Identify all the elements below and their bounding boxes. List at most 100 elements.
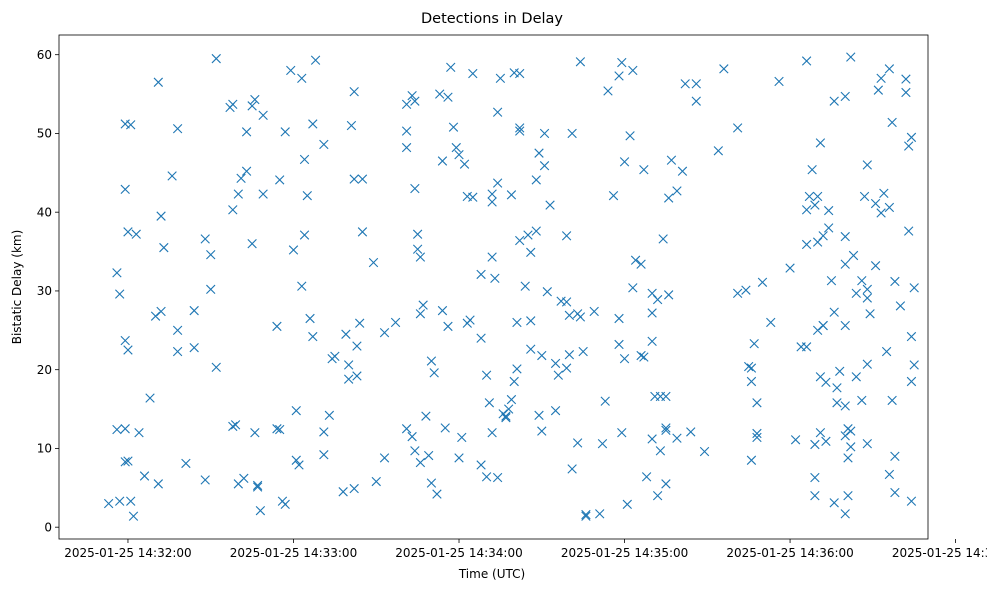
data-point — [564, 350, 575, 360]
data-point — [468, 68, 478, 79]
data-point — [870, 198, 881, 209]
data-point — [835, 366, 845, 376]
data-point — [906, 132, 917, 143]
data-point — [639, 164, 649, 175]
data-point — [810, 472, 820, 483]
x-axis: 2025-01-25 14:32:00 2025-01-25 14:33:00 20… — [64, 539, 987, 560]
data-point — [390, 317, 401, 328]
data-point — [515, 235, 525, 246]
data-point — [330, 351, 340, 361]
data-point — [172, 346, 183, 357]
data-point — [826, 276, 837, 286]
data-point — [459, 159, 470, 169]
data-point — [901, 74, 911, 84]
data-point — [622, 499, 632, 510]
data-point — [252, 482, 263, 492]
data-point — [691, 96, 701, 106]
data-point — [291, 405, 301, 416]
data-point — [641, 472, 652, 482]
data-point — [801, 56, 812, 66]
data-point — [807, 164, 817, 175]
data-point — [848, 250, 859, 261]
y-axis: 0 10 20 30 40 50 60 — [37, 48, 59, 534]
data-point — [895, 301, 906, 311]
data-point — [539, 128, 550, 139]
data-point — [859, 191, 870, 202]
data-point — [120, 335, 130, 346]
data-point — [228, 99, 238, 109]
data-point — [443, 92, 453, 102]
x-tick-label: 2025-01-25 14:35:00 — [561, 546, 688, 560]
data-point — [415, 309, 426, 319]
data-point — [319, 139, 329, 150]
data-point — [906, 496, 917, 506]
data-point — [746, 363, 757, 373]
data-point — [766, 317, 776, 328]
data-point — [636, 259, 646, 269]
data-point — [415, 457, 426, 468]
data-point — [299, 230, 310, 240]
data-point — [272, 321, 282, 332]
data-point — [829, 498, 839, 508]
data-point — [172, 124, 183, 134]
data-point — [291, 455, 301, 465]
data-point — [851, 288, 861, 298]
data-point — [774, 76, 784, 87]
data-point — [686, 427, 696, 437]
data-point — [241, 166, 252, 176]
data-point — [236, 173, 246, 184]
data-point — [272, 424, 282, 434]
data-point — [746, 455, 757, 465]
data-point — [415, 252, 426, 262]
data-point — [189, 342, 199, 353]
data-point — [319, 427, 329, 437]
data-point — [126, 496, 136, 506]
data-point — [663, 290, 674, 300]
data-point — [561, 363, 572, 373]
data-point — [545, 200, 555, 210]
data-point — [843, 490, 853, 501]
data-point — [840, 259, 850, 269]
data-point — [454, 453, 464, 463]
data-point — [821, 377, 831, 387]
data-point — [870, 261, 881, 271]
data-point — [437, 305, 448, 316]
data-point — [481, 472, 492, 482]
data-point — [619, 157, 630, 167]
data-point — [719, 64, 729, 74]
data-point — [636, 350, 646, 361]
data-point — [123, 345, 133, 355]
data-point — [628, 283, 638, 293]
data-point — [732, 123, 743, 133]
data-point — [465, 315, 475, 325]
data-point — [139, 471, 150, 481]
data-point — [810, 200, 820, 210]
data-point — [628, 65, 638, 76]
data-point — [250, 427, 260, 438]
data-point — [821, 436, 831, 447]
data-point — [126, 120, 136, 130]
data-point — [534, 410, 544, 421]
data-point — [515, 68, 525, 79]
data-point — [823, 205, 834, 216]
y-axis-label: Bistatic Delay (km) — [10, 230, 24, 345]
data-point — [575, 312, 586, 322]
chart-title: Detections in Delay — [421, 11, 563, 27]
data-point — [230, 420, 241, 430]
data-point — [280, 127, 290, 137]
x-tick-label: 2025-01-25 14:34:00 — [395, 546, 522, 560]
data-point — [401, 126, 412, 136]
data-point — [410, 96, 420, 106]
data-point — [846, 52, 856, 62]
data-point — [526, 316, 536, 326]
data-point — [349, 483, 359, 494]
data-point — [112, 424, 122, 435]
data-point — [865, 309, 875, 319]
x-tick-label: 2025-01-25 14:36:00 — [726, 546, 853, 560]
data-point — [804, 191, 815, 202]
data-point — [506, 190, 517, 200]
data-point — [901, 87, 911, 98]
data-point — [810, 490, 820, 501]
data-point — [639, 352, 649, 362]
data-point — [305, 313, 315, 324]
